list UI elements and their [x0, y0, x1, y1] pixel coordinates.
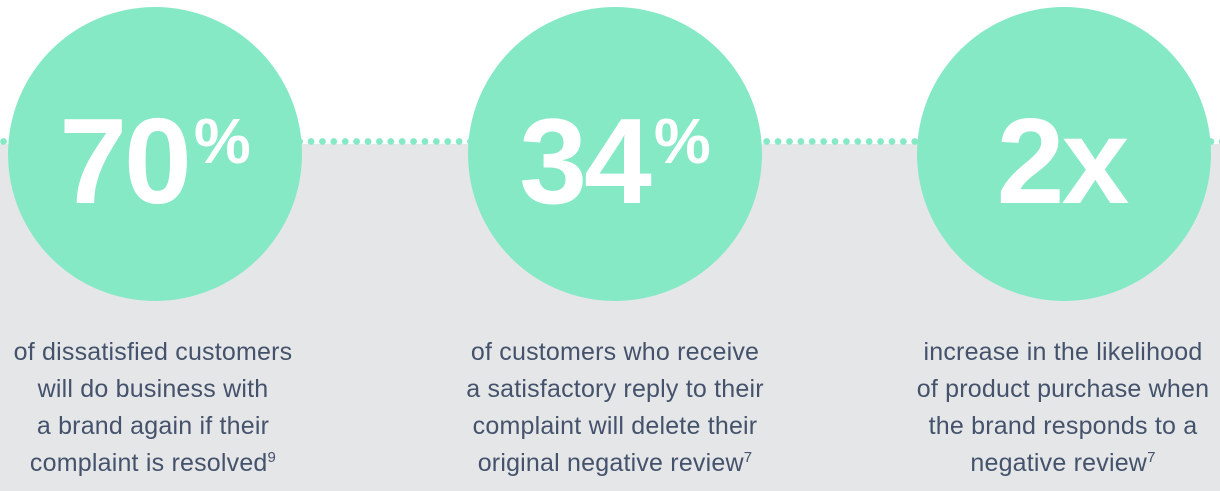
stat-value: 2x: [996, 92, 1132, 229]
stat-caption: increase in the likelihood of product pu…: [883, 334, 1220, 482]
caption-line: of dissatisfied customers: [13, 338, 293, 366]
percent-sign: %: [193, 104, 251, 177]
caption-line: original negative review7: [477, 449, 753, 477]
caption-line: will do business with: [37, 375, 269, 403]
stat-caption: of dissatisfied customers will do busine…: [0, 334, 333, 482]
caption-line: a satisfactory reply to their: [466, 375, 764, 403]
caption-line: of product purchase when: [916, 375, 1210, 403]
caption-line: of customers who receive: [470, 338, 760, 366]
stat-number: 70: [59, 92, 192, 229]
stat-number: 2x: [996, 92, 1130, 229]
caption-line: complaint is resolved9: [29, 449, 277, 477]
stat-value: 34%: [519, 92, 711, 229]
caption-line: complaint will delete their: [472, 412, 758, 440]
caption-line: the brand responds to a: [928, 412, 1198, 440]
stat-circle: 70%: [8, 7, 302, 301]
stat-circle: 2x: [917, 7, 1211, 301]
stat-number: 34: [519, 92, 652, 229]
stat-circle: 34%: [468, 7, 762, 301]
stat-value: 70%: [59, 92, 251, 229]
footnote-marker: 7: [743, 449, 753, 466]
caption-line: increase in the likelihood: [923, 338, 1203, 366]
caption-line: negative review7: [970, 449, 1156, 477]
percent-sign: %: [653, 104, 711, 177]
stat-caption: of customers who receive a satisfactory …: [435, 334, 795, 482]
footnote-marker: 9: [267, 449, 277, 466]
footnote-marker: 7: [1147, 449, 1156, 466]
caption-line: a brand again if their: [36, 412, 270, 440]
